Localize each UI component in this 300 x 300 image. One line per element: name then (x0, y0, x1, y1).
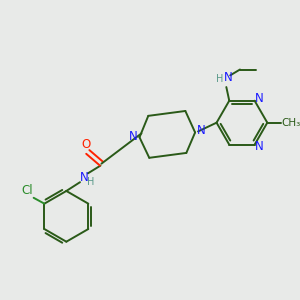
Text: H: H (87, 177, 94, 187)
Text: H: H (216, 74, 223, 84)
Text: CH₃: CH₃ (281, 118, 300, 128)
Text: Cl: Cl (21, 184, 33, 197)
Text: N: N (196, 124, 205, 137)
Text: N: N (255, 140, 264, 153)
Text: N: N (255, 92, 264, 105)
Text: N: N (129, 130, 138, 143)
Text: N: N (80, 171, 88, 184)
Text: O: O (81, 138, 91, 151)
Text: N: N (224, 71, 233, 84)
